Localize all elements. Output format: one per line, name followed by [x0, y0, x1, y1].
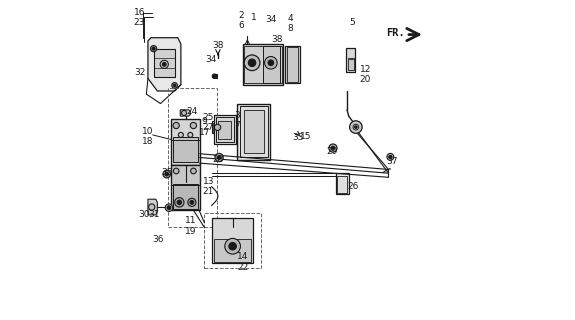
Circle shape	[173, 168, 179, 174]
Text: 29: 29	[327, 147, 338, 156]
Circle shape	[217, 156, 221, 159]
Circle shape	[165, 172, 168, 176]
Bar	[213, 123, 223, 132]
Text: 24: 24	[186, 107, 197, 116]
Circle shape	[160, 60, 168, 68]
Text: 10
18: 10 18	[142, 127, 154, 146]
Bar	[243, 44, 283, 85]
Circle shape	[353, 124, 359, 130]
Circle shape	[188, 198, 196, 206]
Circle shape	[212, 74, 217, 78]
Text: FR.: FR.	[386, 28, 405, 38]
Bar	[173, 137, 198, 162]
Text: 34: 34	[205, 55, 216, 64]
Bar	[336, 172, 348, 195]
Text: 38: 38	[272, 35, 283, 44]
Circle shape	[355, 126, 357, 128]
Text: 34: 34	[266, 15, 277, 24]
Text: 15: 15	[300, 132, 312, 141]
Bar	[348, 58, 354, 70]
Circle shape	[172, 83, 178, 88]
Circle shape	[173, 122, 179, 129]
Bar	[237, 104, 270, 160]
Circle shape	[225, 238, 240, 254]
Text: 9
17: 9 17	[198, 117, 210, 137]
Circle shape	[163, 170, 171, 178]
Circle shape	[350, 121, 362, 133]
Circle shape	[173, 84, 176, 87]
Circle shape	[387, 153, 394, 160]
Circle shape	[244, 55, 260, 71]
Circle shape	[152, 47, 155, 50]
Text: 26: 26	[347, 182, 358, 191]
Circle shape	[248, 59, 256, 67]
Circle shape	[188, 132, 193, 137]
Text: 11
19: 11 19	[185, 216, 197, 236]
Bar	[214, 115, 236, 144]
Circle shape	[178, 132, 183, 137]
Bar	[204, 213, 262, 268]
Bar	[171, 119, 200, 165]
Bar	[285, 45, 300, 83]
Text: 28: 28	[212, 156, 224, 164]
Circle shape	[329, 144, 337, 152]
Bar	[212, 218, 253, 263]
Circle shape	[331, 146, 335, 150]
Bar	[347, 48, 355, 72]
Text: 33: 33	[292, 133, 303, 142]
Text: 35: 35	[161, 168, 172, 177]
Bar	[240, 106, 268, 157]
Bar	[171, 165, 200, 210]
Bar	[168, 88, 217, 228]
Bar	[214, 239, 251, 262]
Bar	[338, 176, 347, 193]
Text: 1: 1	[251, 13, 257, 22]
Polygon shape	[180, 110, 190, 116]
Bar	[212, 121, 224, 133]
Bar	[154, 49, 175, 77]
Circle shape	[177, 200, 182, 204]
Circle shape	[215, 153, 223, 162]
Text: 31: 31	[148, 210, 160, 220]
Text: 32: 32	[134, 68, 145, 77]
Text: 14
22: 14 22	[237, 252, 248, 272]
Circle shape	[190, 122, 197, 129]
Circle shape	[175, 198, 184, 207]
Circle shape	[214, 124, 221, 131]
Text: 4
8: 4 8	[287, 14, 293, 33]
Text: 38: 38	[213, 41, 224, 50]
Polygon shape	[148, 38, 181, 91]
Text: 25
27: 25 27	[203, 113, 214, 132]
Circle shape	[389, 155, 392, 158]
Text: 13
21: 13 21	[203, 177, 214, 196]
Text: 5: 5	[349, 18, 355, 27]
Circle shape	[229, 243, 236, 250]
Circle shape	[182, 110, 186, 116]
Circle shape	[264, 57, 277, 69]
Circle shape	[151, 45, 157, 52]
Bar	[173, 184, 198, 209]
Circle shape	[190, 168, 196, 174]
Text: 3
7: 3 7	[234, 111, 240, 131]
Bar	[216, 117, 233, 142]
Polygon shape	[148, 199, 158, 215]
Circle shape	[148, 204, 155, 210]
Text: 2
6: 2 6	[238, 11, 244, 30]
Circle shape	[167, 206, 171, 210]
Bar	[263, 45, 280, 83]
Bar	[218, 121, 231, 139]
Polygon shape	[213, 74, 217, 78]
Circle shape	[165, 204, 172, 212]
Text: 12
20: 12 20	[359, 65, 371, 84]
Text: 37: 37	[386, 157, 397, 166]
Circle shape	[162, 62, 166, 66]
Text: 16
23: 16 23	[134, 8, 145, 27]
Circle shape	[268, 60, 274, 66]
Text: 36: 36	[152, 236, 164, 244]
Bar	[286, 47, 298, 82]
Bar	[244, 110, 264, 153]
Bar	[244, 45, 282, 83]
Circle shape	[190, 200, 194, 204]
Text: 30: 30	[138, 210, 150, 220]
